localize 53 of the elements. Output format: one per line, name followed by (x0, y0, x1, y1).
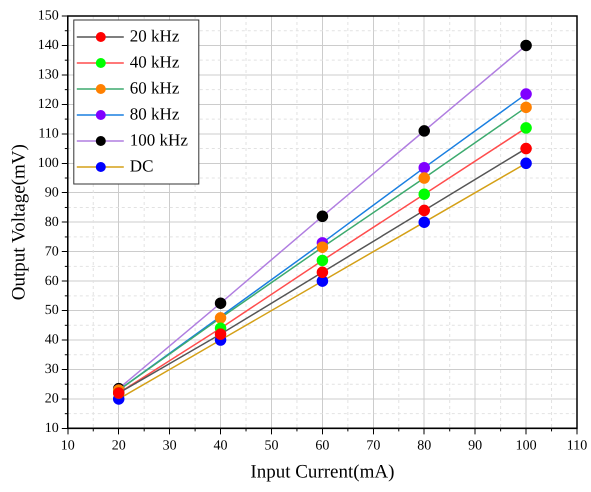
point (520, 122, 532, 134)
x-tick-label: 20 (112, 438, 126, 454)
x-tick-label: 40 (214, 438, 228, 454)
point (418, 216, 430, 228)
legend-label: 100 kHz (130, 130, 188, 150)
point (316, 254, 328, 266)
y-tick-label: 40 (44, 332, 59, 348)
y-tick-label: 120 (38, 97, 59, 112)
x-tick-label: 10 (60, 438, 75, 454)
y-tick-label: 20 (44, 392, 59, 407)
y-tick-label: 150 (38, 8, 59, 24)
point (214, 328, 226, 340)
x-axis-title: Input Current(mA) (250, 462, 394, 483)
y-tick-label: 30 (44, 362, 59, 378)
y-axis-title: Output Voltage(mV) (8, 144, 30, 300)
y-tick-label: 130 (38, 68, 59, 83)
y-tick-label: 100 (38, 156, 59, 171)
legend-label: 60 kHz (130, 78, 180, 98)
y-tick-label: 10 (44, 421, 59, 436)
point (418, 188, 430, 200)
x-tick-label: 110 (566, 438, 588, 454)
point (418, 204, 430, 216)
point (520, 158, 532, 170)
x-tick-label: 80 (417, 438, 432, 454)
x-tick-label: 90 (468, 438, 482, 454)
legend-label: 40 kHz (130, 52, 180, 72)
x-tick-label: 50 (264, 438, 278, 454)
legend-label: 80 kHz (130, 104, 180, 124)
y-tick-label: 90 (44, 185, 59, 200)
point (418, 172, 430, 184)
point (214, 297, 226, 309)
point (520, 88, 532, 100)
y-tick-label: 50 (44, 303, 59, 318)
y-tick-label: 110 (38, 126, 59, 142)
x-tick-label: 60 (315, 438, 330, 454)
x-tick-label: 100 (516, 438, 537, 454)
x-tick-label: 30 (162, 438, 177, 454)
x-tick-label: 70 (366, 438, 380, 454)
point (316, 241, 328, 253)
point (520, 142, 532, 154)
point (316, 266, 328, 278)
point (214, 312, 226, 324)
point (520, 102, 532, 114)
point (520, 40, 532, 52)
y-tick-label: 140 (38, 38, 59, 54)
point (418, 125, 430, 137)
legend-label: 20 kHz (130, 26, 180, 46)
point (316, 210, 328, 222)
y-tick-label: 70 (44, 244, 59, 260)
legend-label: DC (130, 156, 154, 176)
y-tick-label: 80 (44, 214, 59, 230)
y-tick-label: 60 (44, 274, 59, 289)
point (418, 162, 430, 174)
